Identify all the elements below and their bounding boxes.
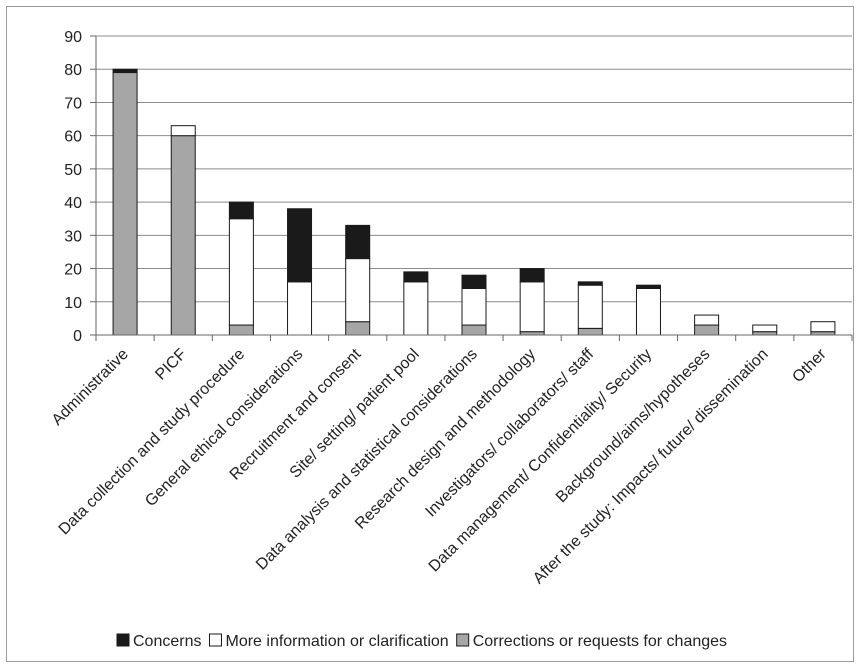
y-tick-label: 0 <box>73 328 82 345</box>
y-tick-label: 30 <box>64 228 82 245</box>
x-category-label: PICF <box>152 346 190 384</box>
bar-segment <box>577 284 603 329</box>
bar-segment <box>577 327 603 336</box>
bar-segment <box>228 218 254 326</box>
chart-frame <box>6 6 854 662</box>
y-tick-label: 20 <box>64 262 82 279</box>
bar-segment <box>519 281 545 333</box>
legend-label: Corrections or requests for changes <box>473 633 727 650</box>
legend-swatch <box>208 633 222 647</box>
bar-segment <box>345 258 371 323</box>
y-tick-label: 40 <box>64 195 82 212</box>
y-tick-label: 50 <box>64 162 82 179</box>
bar-segment <box>577 281 603 286</box>
y-tick-label: 80 <box>64 62 82 79</box>
x-category-label: Data analysis and statistical considerat… <box>253 346 481 574</box>
bar-segment <box>810 321 836 333</box>
bar-segment <box>287 208 313 283</box>
bar-segment <box>635 284 661 289</box>
x-category-label: Other <box>789 345 830 386</box>
bar-segment <box>519 268 545 283</box>
bar-segment <box>112 68 138 74</box>
axes <box>90 35 853 341</box>
bar-segment <box>403 281 429 336</box>
bar-segment <box>345 224 371 260</box>
bar-segment <box>461 287 487 326</box>
bar-segment <box>694 314 720 326</box>
y-tick-label: 90 <box>64 29 82 46</box>
y-tick-label: 10 <box>64 295 82 312</box>
bar-segment <box>461 274 487 289</box>
x-category-label: Administrative <box>49 346 132 429</box>
legend-label: More information or clarification <box>225 633 448 650</box>
y-tick-label: 70 <box>64 95 82 112</box>
bar-segment <box>287 281 313 336</box>
bar-segment <box>752 324 778 333</box>
bar-segment <box>635 287 661 336</box>
legend-swatch <box>456 633 470 647</box>
bars <box>112 68 836 336</box>
bar-segment <box>170 125 196 137</box>
bar-segment <box>461 324 487 336</box>
y-tick-labels: 0 10 20 30 40 50 60 70 80 90 <box>64 29 82 345</box>
gridlines <box>96 35 852 303</box>
x-category-label: Data management/ Confidentiality/ Securi… <box>426 346 656 576</box>
bar-segment <box>170 135 196 336</box>
legend: Concerns More information or clarificatio… <box>116 633 727 650</box>
bar-segment <box>228 201 254 220</box>
bar-segment <box>112 72 138 336</box>
bar-segment <box>345 321 371 336</box>
bar-segment <box>694 324 720 336</box>
y-tick-label: 60 <box>64 129 82 146</box>
bar-segment <box>403 271 429 283</box>
bar-segment <box>228 324 254 336</box>
legend-label: Concerns <box>133 633 201 650</box>
legend-swatch <box>116 633 130 647</box>
